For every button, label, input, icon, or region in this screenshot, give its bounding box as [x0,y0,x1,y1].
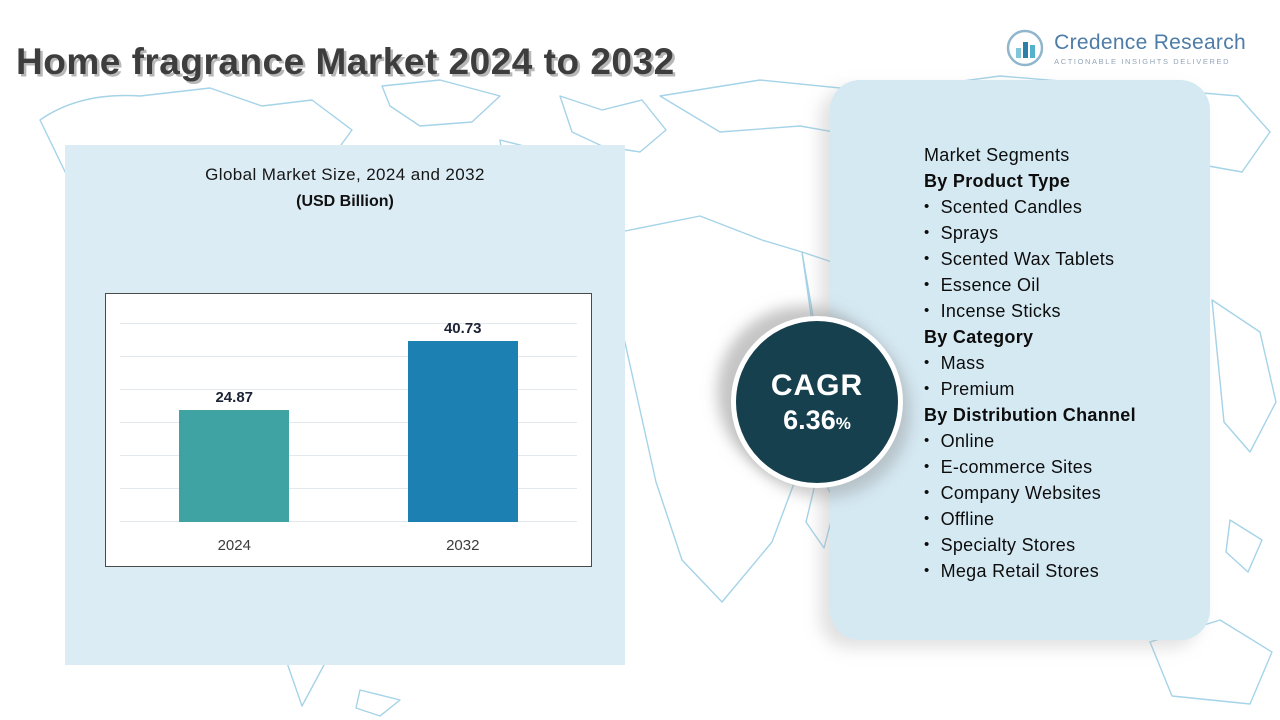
bar-2032 [407,341,518,522]
chart-panel: Global Market Size, 2024 and 2032 (USD B… [65,145,625,665]
brand-logo: Credence Research Actionable Insights De… [1005,28,1246,68]
bar-columns: 24.87 40.73 [120,320,577,522]
segment-item: Essence Oil [924,272,1172,298]
logo-chart-icon [1006,29,1044,67]
segments-panel: Market Segments By Product Type Scented C… [830,80,1210,640]
bar-column-2024: 24.87 [120,320,349,522]
segment-item: Scented Candles [924,194,1172,220]
cagr-number: 6.36 [783,404,836,435]
bar-2024 [179,410,290,522]
cagr-label: CAGR [770,368,864,402]
cagr-percent-sign: % [835,413,851,433]
segment-item: Specialty Stores [924,532,1172,558]
segment-item: Sprays [924,220,1172,246]
segment-group-label: By Category [924,327,1034,347]
segment-item: Mass [924,350,1172,376]
segment-group-label: By Product Type [924,171,1071,191]
x-axis-label: 2032 [446,537,480,554]
bar-value-label: 40.73 [443,320,482,337]
bar-chart: 24.87 40.73 2024 2032 [105,293,592,567]
x-axis-labels: 2024 2032 [120,537,577,554]
segment-group-label: By Distribution Channel [924,405,1136,425]
segment-item: Incense Sticks [924,298,1172,324]
segment-item: Premium [924,376,1172,402]
segment-groups: By Product Type Scented CandlesSpraysScen… [924,168,1172,584]
cagr-value: 6.36% [783,405,851,436]
logo-text: Credence Research [1054,30,1246,54]
chart-subtitle: (USD Billion) [296,193,394,210]
segment-item: Company Websites [924,480,1172,506]
segment-item: Scented Wax Tablets [924,246,1172,272]
bar-value-label: 24.87 [215,389,254,407]
segments-heading: Market Segments [924,145,1070,165]
segment-item: Online [924,428,1172,454]
segment-item: E-commerce Sites [924,454,1172,480]
logo-tagline: Actionable Insights Delivered [1054,56,1231,66]
x-axis-label: 2024 [217,537,251,554]
cagr-badge: CAGR 6.36% [731,316,903,488]
chart-title: Global Market Size, 2024 and 2032 [205,165,485,184]
segment-item: Offline [924,506,1172,532]
segment-item: Mega Retail Stores [924,558,1172,584]
plot-area: 24.87 40.73 [120,320,577,522]
bar-column-2032: 40.73 [349,320,578,522]
page-title: Home fragrance Market 2024 to 2032 [16,40,675,82]
